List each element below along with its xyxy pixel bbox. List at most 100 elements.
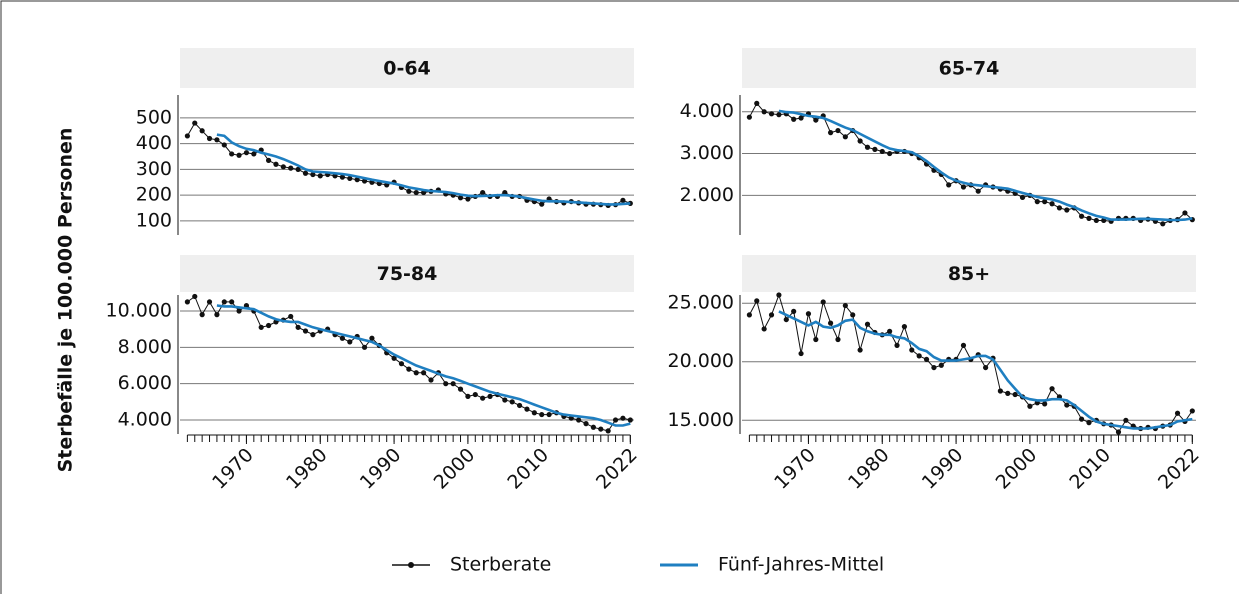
rate-point: [539, 201, 545, 207]
y-axis-label: Sterbefälle je 100.000 Personen: [55, 128, 77, 473]
y-tick-label: 6.000: [118, 372, 172, 394]
facet-title: 85+: [948, 263, 990, 285]
rate-point: [776, 292, 782, 298]
rate-point: [1005, 390, 1011, 396]
rate-point: [1174, 410, 1181, 416]
rate-point: [746, 312, 752, 318]
rate-point: [1086, 215, 1092, 221]
rate-point: [310, 171, 316, 178]
rate-point: [184, 133, 190, 139]
rate-point: [835, 336, 841, 343]
rate-point: [842, 134, 848, 140]
rate-point: [317, 173, 323, 179]
rate-point: [887, 150, 893, 157]
rate-point: [872, 146, 878, 152]
rate-point: [243, 150, 250, 156]
rate-point: [1042, 199, 1048, 205]
rate-point: [813, 117, 819, 123]
y-tick-label: 25.000: [668, 292, 734, 314]
rate-point: [761, 109, 767, 115]
rate-point: [850, 312, 856, 318]
rate-point: [901, 324, 908, 330]
y-tick-label: 8.000: [118, 336, 172, 358]
rate-point: [805, 311, 812, 317]
facet-strip: [180, 48, 634, 88]
y-tick-label: 400: [136, 132, 172, 154]
y-tick-label: 20.000: [668, 350, 734, 372]
rate-point: [1086, 420, 1092, 426]
y-tick-label: 4.000: [118, 409, 172, 431]
rate-point: [798, 115, 804, 121]
rate-point: [1034, 199, 1040, 205]
legend-label: Fünf-Jahres-Mittel: [718, 554, 884, 576]
rate-point: [546, 411, 552, 418]
rate-point: [1182, 210, 1188, 216]
legend-label: Sterberate: [450, 554, 551, 576]
rate-point: [480, 189, 486, 196]
rate-point: [406, 188, 412, 194]
rate-point: [983, 364, 989, 371]
facet-strip: [742, 255, 1196, 292]
rate-point: [975, 188, 981, 194]
rate-point: [509, 399, 515, 405]
rate-point: [236, 152, 242, 158]
rate-point: [1012, 391, 1018, 398]
rate-point: [1042, 401, 1048, 407]
rate-point: [214, 312, 220, 318]
rate-point: [879, 148, 885, 155]
rate-point: [347, 175, 353, 182]
y-tick-label: 200: [136, 184, 172, 206]
y-tick-label: 15.000: [668, 409, 734, 431]
rate-point: [997, 388, 1003, 394]
rate-point: [288, 313, 294, 320]
rate-point: [938, 362, 944, 368]
rate-point: [221, 142, 227, 148]
rate-point: [214, 137, 220, 143]
rate-point: [1049, 201, 1055, 207]
rate-point: [835, 127, 841, 134]
rate-point: [502, 397, 508, 403]
rate-point: [1078, 416, 1085, 422]
rate-point: [864, 144, 871, 150]
rate-point: [887, 328, 893, 334]
rate-point: [206, 299, 213, 305]
rate-point: [516, 402, 523, 409]
rate-point: [450, 381, 456, 387]
y-tick-label: 3.000: [680, 142, 734, 164]
rate-point: [798, 350, 804, 357]
rate-point: [827, 320, 834, 326]
rate-point: [273, 161, 279, 167]
rate-point: [1049, 386, 1055, 392]
rate-point: [754, 100, 760, 106]
rate-point: [265, 322, 272, 329]
rate-point: [761, 326, 767, 332]
rate-point: [457, 195, 464, 201]
rate-point: [295, 324, 301, 330]
rate-point: [472, 391, 478, 398]
facet-strip: [742, 48, 1196, 88]
rate-point: [620, 197, 626, 203]
rate-point: [1027, 403, 1033, 409]
rate-point: [192, 120, 198, 126]
rate-point: [310, 332, 316, 338]
rate-point: [361, 344, 368, 350]
rate-point: [339, 335, 346, 341]
rate-point: [1064, 402, 1070, 408]
rate-point: [369, 335, 375, 341]
rate-point: [1056, 205, 1063, 211]
facet-title: 75-84: [377, 263, 438, 285]
rate-point: [827, 130, 834, 136]
rate-point: [768, 312, 775, 318]
facet-title: 0-64: [383, 58, 431, 80]
rate-point: [229, 151, 235, 157]
rate-point: [302, 328, 309, 334]
rate-point: [428, 377, 434, 383]
rate-point: [229, 299, 235, 305]
y-tick-label: 300: [136, 158, 172, 180]
rate-point: [199, 128, 205, 134]
rate-point: [746, 114, 752, 120]
rate-point: [776, 112, 782, 118]
facet-strip: [180, 255, 634, 292]
